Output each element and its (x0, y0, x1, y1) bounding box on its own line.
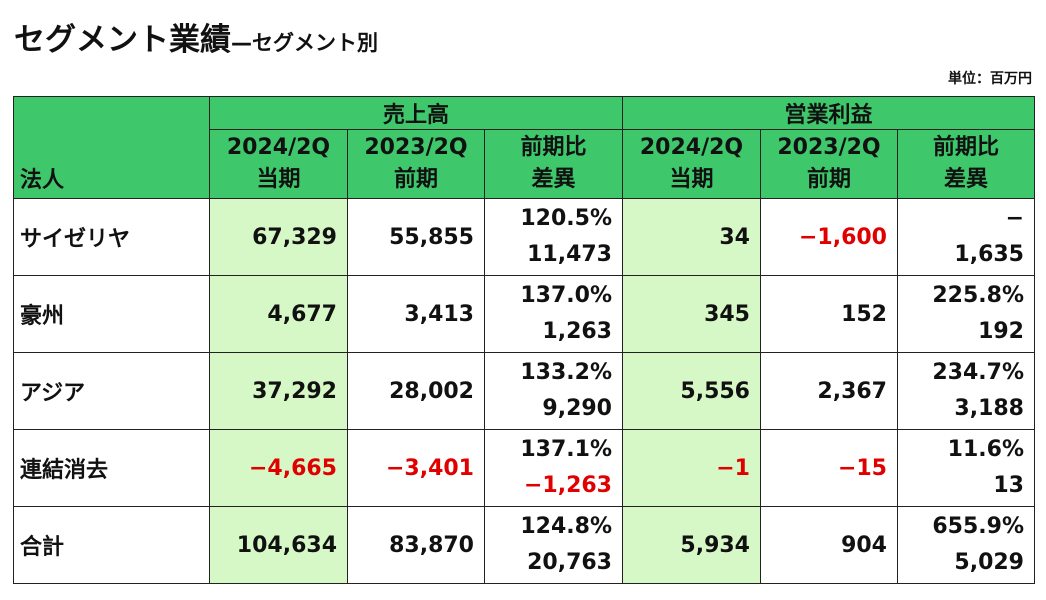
header-sales-diff: 前期比 差異 (484, 129, 623, 199)
profit-current-cell: 5,934 (622, 506, 761, 584)
sales-difference: −1,263 (523, 473, 612, 498)
header-profit-diff: 前期比 差異 (897, 129, 1035, 199)
segment-results-table: 法人 売上高 営業利益 2024/2Q 当期 2023/2Q 前期 前期比 差異… (13, 96, 1035, 584)
profit-current-cell: 34 (622, 198, 761, 276)
sales-previous-cell: 3,413 (347, 275, 485, 353)
profit-previous-cell: 904 (760, 506, 898, 584)
profit-previous-cell: 152 (760, 275, 898, 353)
header-line2: 差異 (943, 167, 988, 192)
profit-ratio: 225.8% (932, 283, 1024, 308)
sales-previous-cell: 28,002 (347, 352, 485, 430)
profit-diff-cell: 655.9% 5,029 (897, 506, 1035, 584)
profit-difference: 13 (993, 473, 1024, 498)
unit-label: 単位：百万円 (948, 71, 1032, 87)
header-line1: 前期比 (932, 135, 999, 160)
table-row: アジア 37,292 28,002 133.2% 9,290 5,556 2,3… (13, 352, 1035, 430)
profit-difference: 1,635 (954, 242, 1024, 267)
sales-current-cell: −4,665 (209, 429, 348, 507)
profit-diff-cell: 225.8% 192 (897, 275, 1035, 353)
profit-ratio: 234.7% (932, 360, 1024, 385)
sales-diff-cell: 120.5% 11,473 (484, 198, 623, 276)
sales-ratio: 137.0% (520, 283, 612, 308)
header-profit-current: 2024/2Q 当期 (622, 129, 761, 199)
profit-ratio: 11.6% (947, 437, 1024, 462)
sales-current-cell: 37,292 (209, 352, 348, 430)
sales-ratio: 120.5% (520, 206, 612, 231)
header-corner: 法人 (13, 96, 210, 199)
header-line2: 当期 (669, 167, 714, 192)
header-group-row: 法人 売上高 営業利益 (13, 96, 1035, 199)
sales-diff-cell: 133.2% 9,290 (484, 352, 623, 430)
sales-current-cell: 4,677 (209, 275, 348, 353)
header-sales-previous: 2023/2Q 前期 (347, 129, 485, 199)
sales-difference: 9,290 (542, 396, 612, 421)
row-entity-name: アジア (13, 352, 210, 430)
row-entity-name: 豪州 (13, 275, 210, 353)
profit-ratio: − (1005, 206, 1024, 231)
sales-previous-cell: −3,401 (347, 429, 485, 507)
profit-diff-cell: 234.7% 3,188 (897, 352, 1035, 430)
sales-ratio: 133.2% (520, 360, 612, 385)
sales-difference: 20,763 (527, 550, 612, 575)
header-line2: 前期 (806, 167, 851, 192)
header-line1: 2023/2Q (364, 135, 468, 160)
header-line1: 2024/2Q (639, 135, 744, 160)
header-line1: 前期比 (520, 135, 587, 160)
page-title: セグメント業績—セグメント別 (14, 14, 378, 59)
table-row: サイゼリヤ 67,329 55,855 120.5% 11,473 34 −1,… (13, 198, 1035, 276)
header-group-sales: 売上高 (209, 96, 623, 130)
sales-ratio: 137.1% (520, 437, 612, 462)
sales-ratio: 124.8% (520, 514, 612, 539)
sales-diff-cell: 137.1% −1,263 (484, 429, 623, 507)
profit-ratio: 655.9% (932, 514, 1024, 539)
sales-current-cell: 67,329 (209, 198, 348, 276)
header-group-operating-profit: 営業利益 (622, 96, 1035, 130)
title-subtitle: —セグメント別 (231, 31, 378, 55)
sales-difference: 1,263 (542, 319, 612, 344)
profit-previous-cell: 2,367 (760, 352, 898, 430)
row-entity-name: サイゼリヤ (13, 198, 210, 276)
profit-current-cell: 5,556 (622, 352, 761, 430)
profit-diff-cell: − 1,635 (897, 198, 1035, 276)
profit-difference: 192 (978, 319, 1024, 344)
sales-diff-cell: 137.0% 1,263 (484, 275, 623, 353)
header-line2: 当期 (256, 167, 301, 192)
row-entity-name: 合計 (13, 506, 210, 584)
title-main: セグメント業績 (14, 22, 231, 58)
header-line1: 2024/2Q (226, 135, 331, 160)
table-row: 豪州 4,677 3,413 137.0% 1,263 345 152 225.… (13, 275, 1035, 353)
profit-previous-cell: −1,600 (760, 198, 898, 276)
header-line2: 前期 (393, 167, 438, 192)
sales-current-cell: 104,634 (209, 506, 348, 584)
table-row: 合計 104,634 83,870 124.8% 20,763 5,934 90… (13, 506, 1035, 584)
header-sales-current: 2024/2Q 当期 (209, 129, 348, 199)
sales-difference: 11,473 (527, 242, 612, 267)
profit-current-cell: −1 (622, 429, 761, 507)
header-column-row: 2024/2Q 当期 2023/2Q 前期 前期比 差異 2024/2Q 当期 … (14, 129, 1035, 199)
profit-diff-cell: 11.6% 13 (897, 429, 1035, 507)
row-entity-name: 連結消去 (13, 429, 210, 507)
sales-previous-cell: 55,855 (347, 198, 485, 276)
profit-difference: 5,029 (954, 550, 1024, 575)
sales-diff-cell: 124.8% 20,763 (484, 506, 623, 584)
profit-difference: 3,188 (954, 396, 1024, 421)
header-line1: 2023/2Q (777, 135, 881, 160)
profit-previous-cell: −15 (760, 429, 898, 507)
header-line2: 差異 (531, 167, 576, 192)
profit-current-cell: 345 (622, 275, 761, 353)
sales-previous-cell: 83,870 (347, 506, 485, 584)
header-profit-previous: 2023/2Q 前期 (760, 129, 898, 199)
table-row: 連結消去 −4,665 −3,401 137.1% −1,263 −1 −15 … (13, 429, 1035, 507)
